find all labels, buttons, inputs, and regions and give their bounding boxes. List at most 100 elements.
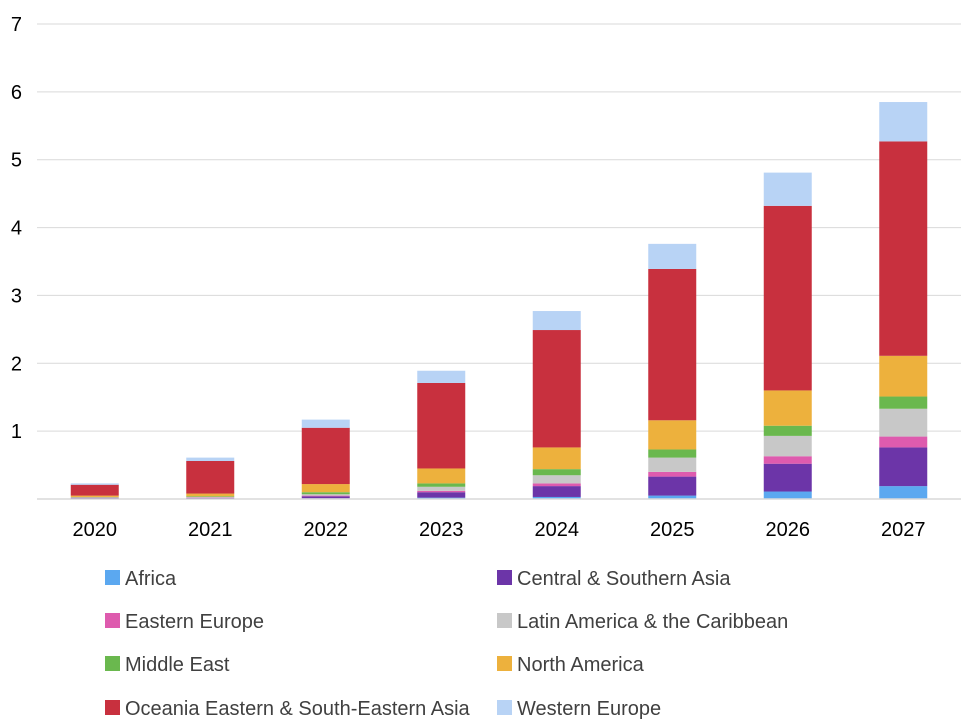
bar-segment: [301, 492, 350, 495]
bar-segment: [301, 419, 350, 428]
bar-segment: [532, 311, 581, 331]
bar-segment: [763, 172, 812, 206]
legend-label: Eastern Europe: [125, 611, 264, 633]
legend-item: Eastern Europe: [105, 611, 264, 633]
x-axis-tick-labels: 2020 2021 2022 2023 2024 2025 2026 2027: [73, 519, 926, 541]
legend-item: Western Europe: [497, 698, 661, 720]
bar-segment: [763, 425, 812, 436]
bar-segment: [763, 390, 812, 426]
bar-segment: [301, 427, 350, 485]
bar-segment: [648, 243, 697, 269]
bar-segment: [532, 496, 581, 499]
legend-label: Central & Southern Asia: [517, 568, 731, 590]
bar-segment: [763, 491, 812, 499]
y-axis-tick-labels: 1 2 3 4 5 6 7: [11, 14, 22, 443]
y-tick-label: 2: [11, 353, 22, 375]
bar-segment: [70, 483, 119, 485]
bar-segment: [301, 494, 350, 496]
bars: [70, 102, 928, 499]
bar-segment: [648, 495, 697, 499]
legend-swatch: [497, 700, 512, 715]
bar-segment: [879, 486, 928, 499]
legend-label: Western Europe: [517, 698, 661, 720]
bar-segment: [70, 495, 119, 497]
x-tick-label: 2020: [73, 519, 118, 541]
legend-item: Middle East: [105, 654, 230, 676]
bar-segment: [648, 457, 697, 472]
legend-item: North America: [497, 654, 645, 676]
bar-segment: [648, 420, 697, 450]
x-tick-label: 2024: [535, 519, 580, 541]
bar-segment: [648, 268, 697, 421]
legend-swatch: [105, 613, 120, 628]
legend-swatch: [105, 656, 120, 671]
legend-item: Central & Southern Asia: [497, 568, 731, 590]
x-tick-label: 2023: [419, 519, 464, 541]
legend-label: Oceania Eastern & South-Eastern Asia: [125, 698, 471, 720]
bar-segment: [763, 205, 812, 391]
bar-segment: [879, 396, 928, 409]
bar-segment: [70, 484, 119, 496]
bar-segment: [417, 486, 466, 491]
legend-label: Africa: [125, 568, 177, 590]
y-tick-label: 4: [11, 218, 22, 240]
bar-segment: [417, 490, 466, 493]
x-tick-label: 2025: [650, 519, 695, 541]
bar-segment: [648, 471, 697, 477]
bar-segment: [186, 496, 235, 498]
gridlines: [37, 23, 961, 432]
x-tick-label: 2021: [188, 519, 233, 541]
bar-segment: [763, 456, 812, 464]
bar-segment: [763, 435, 812, 457]
legend-item: Africa: [105, 568, 177, 590]
legend-swatch: [105, 570, 120, 585]
y-tick-label: 7: [11, 14, 22, 36]
legend-label: Latin America & the Caribbean: [517, 611, 788, 633]
bar-segment: [648, 476, 697, 496]
bar-segment: [417, 382, 466, 469]
bar-segment: [532, 486, 581, 497]
legend-swatch: [497, 613, 512, 628]
bar-segment: [417, 468, 466, 484]
legend-label: Middle East: [125, 654, 230, 676]
bar-segment: [186, 461, 235, 494]
bar-segment: [186, 457, 235, 461]
bar-segment: [186, 496, 235, 497]
bar-segment: [532, 475, 581, 484]
bar-segment: [301, 495, 350, 497]
bar-segment: [417, 483, 466, 487]
bar-segment: [532, 483, 581, 487]
bar-segment: [879, 447, 928, 487]
bar-segment: [417, 492, 466, 498]
legend-swatch: [497, 570, 512, 585]
bar-segment: [186, 493, 235, 497]
y-tick-label: 5: [11, 150, 22, 172]
legend-label: North America: [517, 654, 645, 676]
bar-segment: [301, 496, 350, 499]
y-tick-label: 6: [11, 82, 22, 104]
bar-segment: [879, 102, 928, 142]
legend-item: Oceania Eastern & South-Eastern Asia: [105, 698, 471, 720]
bar-segment: [532, 447, 581, 470]
x-tick-label: 2026: [766, 519, 811, 541]
bar-segment: [532, 330, 581, 448]
bar-segment: [879, 355, 928, 397]
bar-segment: [879, 436, 928, 448]
bar-segment: [417, 370, 466, 383]
bar-segment: [301, 484, 350, 493]
x-tick-label: 2022: [304, 519, 349, 541]
bar-segment: [763, 463, 812, 492]
bar-segment: [879, 141, 928, 356]
legend-swatch: [497, 656, 512, 671]
bar-segment: [648, 449, 697, 458]
y-tick-label: 1: [11, 421, 22, 443]
y-tick-label: 3: [11, 285, 22, 307]
legend-swatch: [105, 700, 120, 715]
legend: Africa Central & Southern Asia Eastern Eur…: [105, 568, 788, 720]
bar-segment: [879, 408, 928, 437]
x-tick-label: 2027: [881, 519, 926, 541]
bar-segment: [532, 469, 581, 476]
legend-item: Latin America & the Caribbean: [497, 611, 788, 633]
